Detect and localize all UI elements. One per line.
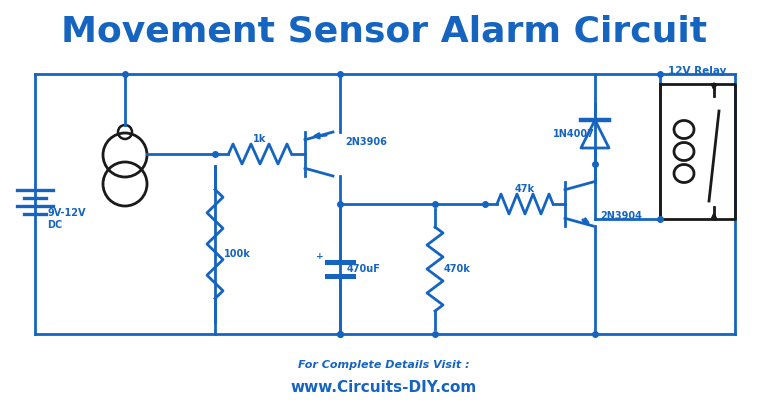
Text: 1N4007: 1N4007 — [553, 129, 595, 139]
Text: 1k: 1k — [253, 134, 266, 144]
Text: 470uF: 470uF — [347, 264, 381, 274]
Text: 2N3904: 2N3904 — [600, 211, 642, 221]
Text: Movement Sensor Alarm Circuit: Movement Sensor Alarm Circuit — [61, 14, 707, 48]
Text: 100k: 100k — [224, 249, 251, 259]
Text: 2N3906: 2N3906 — [345, 137, 387, 147]
Text: 47k: 47k — [515, 184, 535, 194]
Text: 12V Relay: 12V Relay — [668, 66, 727, 76]
Text: For Complete Details Visit :: For Complete Details Visit : — [298, 360, 470, 370]
Text: +: + — [316, 252, 324, 261]
Text: 9V-12V
DC: 9V-12V DC — [47, 208, 85, 230]
Text: 470k: 470k — [444, 264, 471, 274]
Text: www.Circuits-DIY.com: www.Circuits-DIY.com — [291, 380, 477, 395]
